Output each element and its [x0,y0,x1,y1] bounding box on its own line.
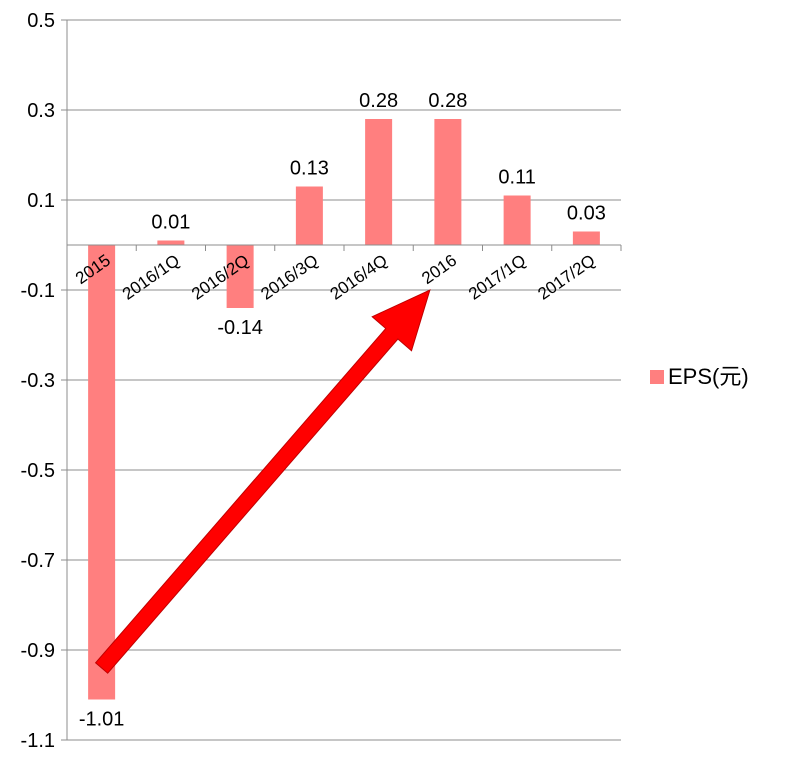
legend-label: EPS(元) [668,364,749,389]
data-label: 0.11 [498,167,535,189]
category-label: 2016/4Q [327,251,391,304]
bar [434,119,462,245]
y-tick-label: 0.1 [27,190,55,212]
data-label: 0.28 [359,90,398,112]
data-label: 0.01 [151,212,190,234]
axes [61,19,622,741]
bar [295,186,323,245]
data-label: -0.14 [217,317,263,339]
bars [88,119,600,700]
category-label: 2016/1Q [119,251,183,304]
bar [88,245,116,700]
y-tick-label: 0.5 [27,10,55,32]
bar [226,245,254,308]
bar [572,231,600,245]
bar [157,240,185,245]
category-label: 2016/3Q [257,251,321,304]
legend-swatch [650,370,664,384]
annotation [94,289,431,674]
data-label: 0.03 [567,203,606,225]
y-tick-label: -0.7 [21,550,55,572]
data-label: 0.13 [290,158,329,180]
category-label: 2017/2Q [534,251,598,304]
y-tick-label: -0.3 [21,370,55,392]
legend: EPS(元) [650,364,749,389]
y-tick-label: -0.1 [21,280,55,302]
trend-arrow [94,289,431,674]
y-tick-label: -0.9 [21,640,55,662]
category-label: 2017/1Q [465,251,529,304]
y-tick-label: -0.5 [21,460,55,482]
y-tick-label: 0.3 [27,100,55,122]
data-label: -1.01 [79,709,125,731]
category-label: 2016 [418,251,460,288]
bar [503,195,531,245]
bar [365,119,393,245]
y-tick-label: -1.1 [21,730,55,752]
data-label: 0.28 [428,90,467,112]
